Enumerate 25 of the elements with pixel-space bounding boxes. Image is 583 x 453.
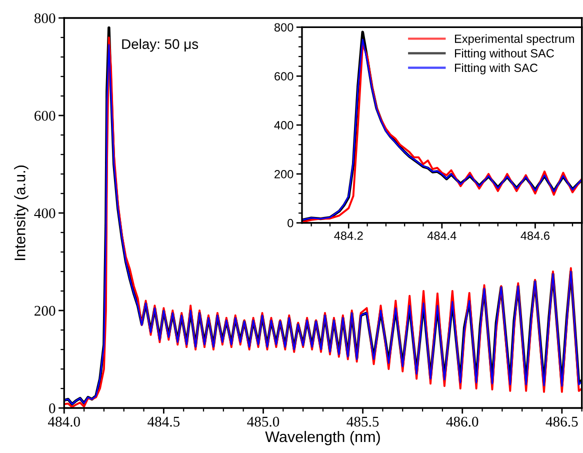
y-tick-label: 400: [274, 121, 294, 130]
y-tick-label: 600: [34, 110, 56, 121]
y-tick-label: 800: [34, 13, 56, 24]
x-tick-label: 484.6: [520, 232, 550, 240]
legend-label: Fitting without SAC: [455, 48, 554, 60]
x-tick-label: 484.0: [48, 416, 80, 427]
x-tick-label: 485.5: [346, 416, 379, 427]
x-tick-label: 484.2: [334, 232, 363, 240]
y-tick-label: 400: [34, 208, 56, 218]
y-tick-label: 0: [49, 403, 56, 414]
legend-label: Fitting with SAC: [455, 63, 538, 74]
y-axis-title: Intensity (a.u.): [14, 166, 28, 260]
annotation: Delay: 50 μs: [122, 38, 198, 52]
y-tick-label: 800: [274, 23, 294, 32]
x-axis-title: Wavelength (nm): [265, 430, 380, 446]
y-tick-label: 200: [274, 170, 294, 178]
x-tick-label: 486.5: [546, 416, 578, 427]
y-tick-label: 0: [288, 218, 294, 228]
y-tick-label: 600: [274, 72, 294, 80]
x-tick-label: 484.4: [427, 232, 456, 240]
x-tick-label: 485.0: [247, 416, 280, 427]
x-tick-label: 484.5: [148, 416, 180, 427]
x-tick-label: 486.0: [446, 416, 478, 427]
legend-label: Experimental spectrum: [455, 34, 574, 46]
y-tick-label: 200: [34, 306, 56, 316]
